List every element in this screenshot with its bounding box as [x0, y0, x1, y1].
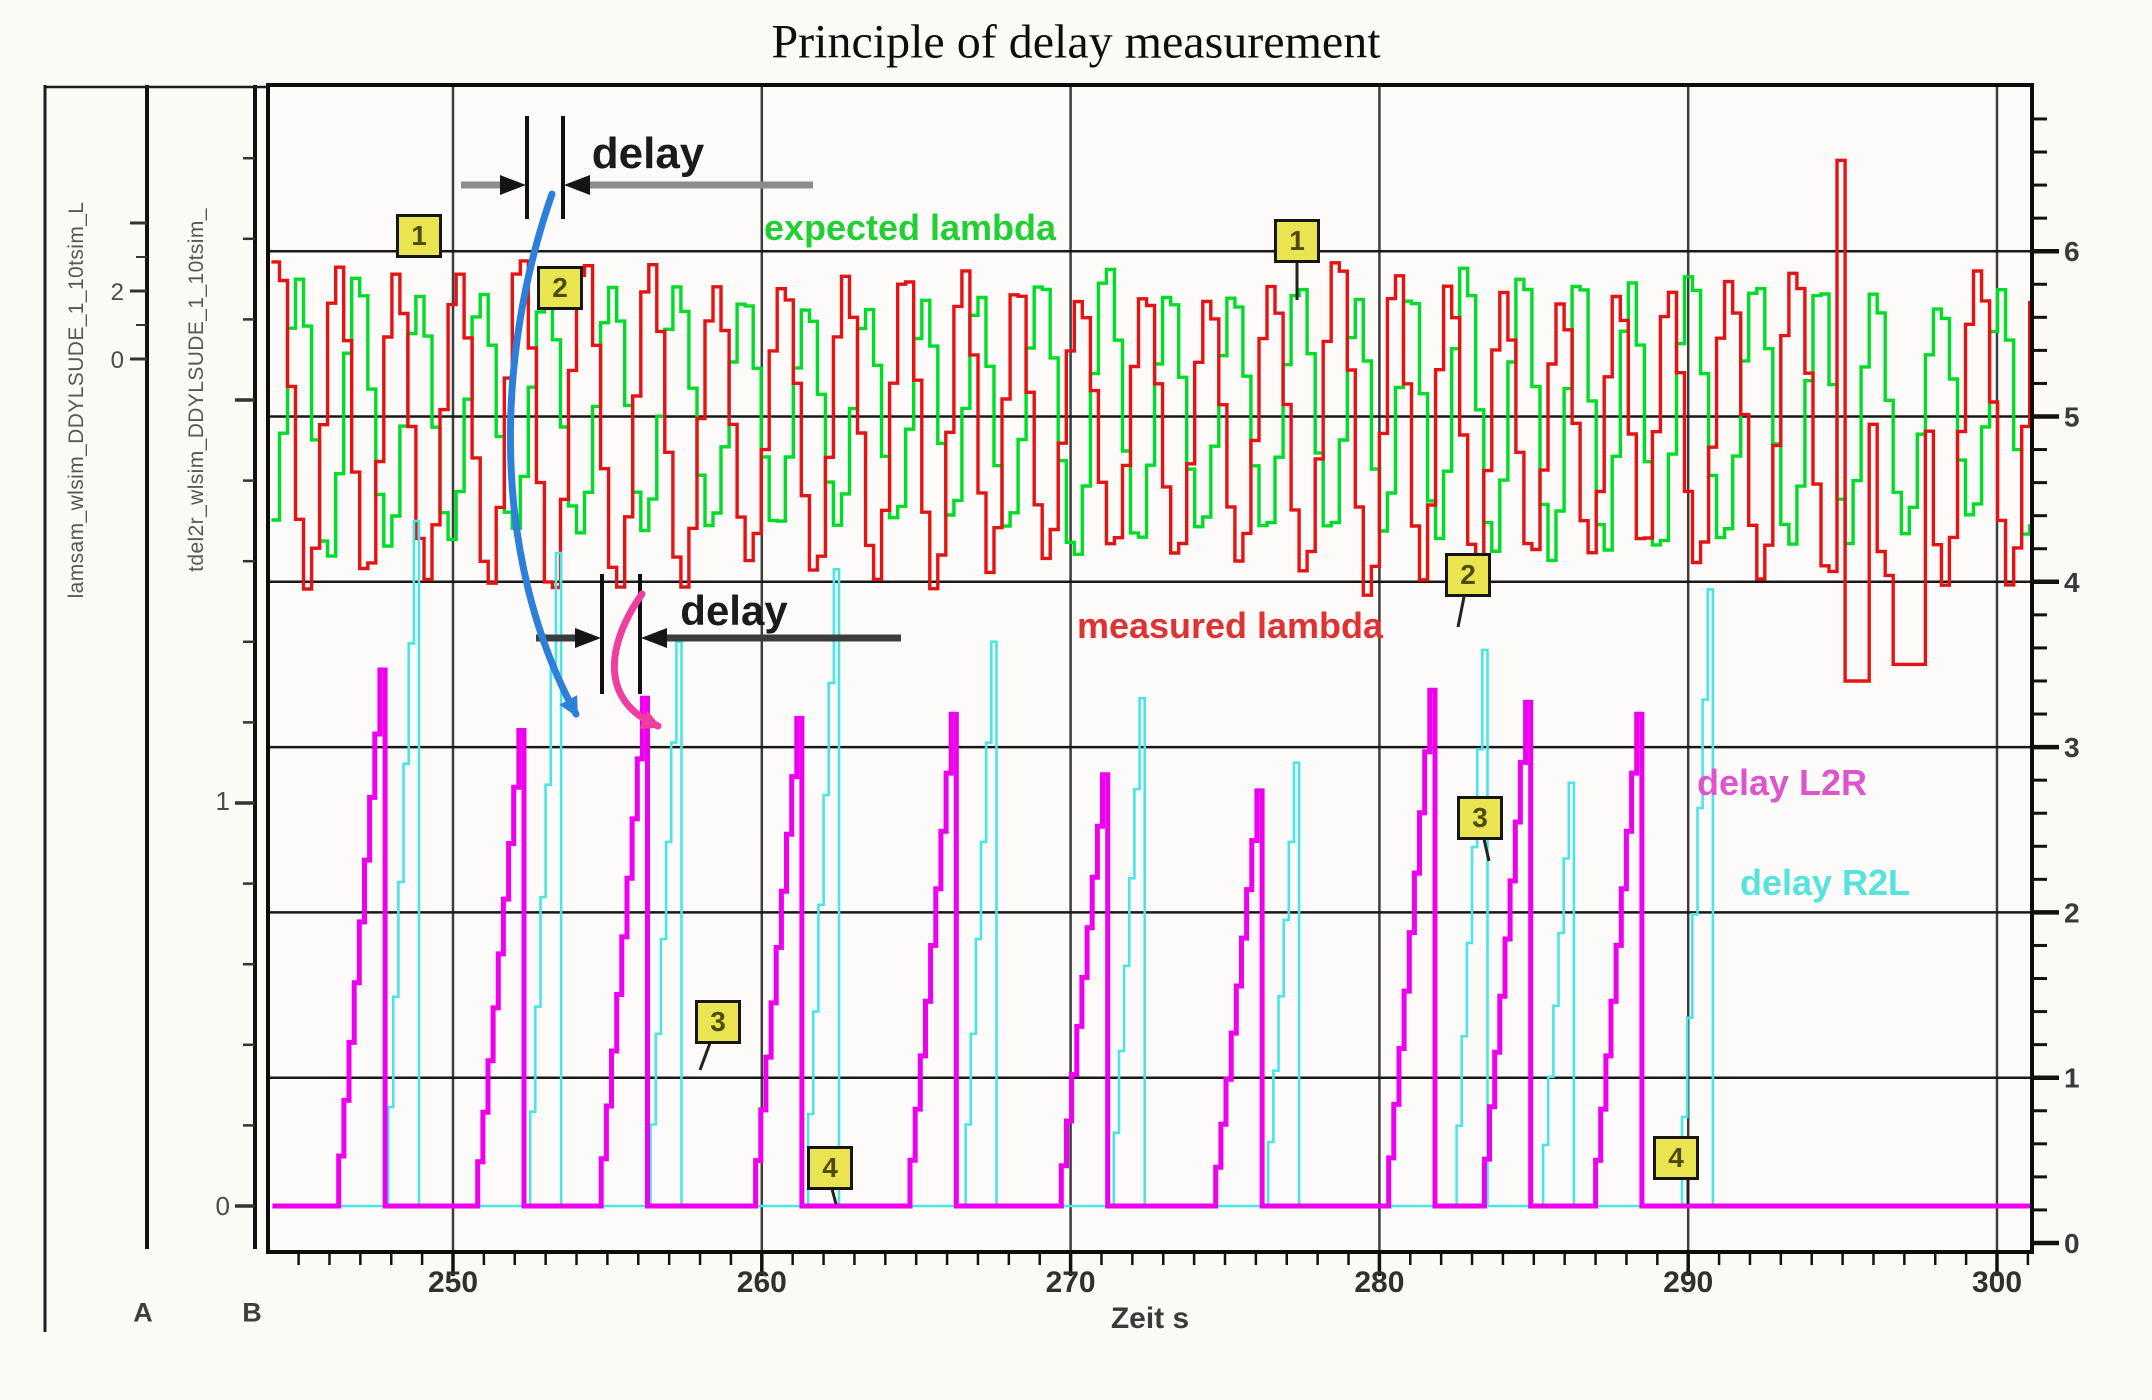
marker-stem-2-3	[1456, 596, 1466, 628]
chart-title: Principle of delay measurement	[771, 15, 1381, 69]
y-right-tick-label-0: 0	[2064, 1228, 2080, 1259]
plot-border	[266, 83, 2034, 1254]
axis-a-tick-label-0: 0	[111, 347, 124, 374]
y-right-tick-label-5: 5	[2064, 402, 2080, 433]
series-delay-l2r	[272, 667, 2031, 1209]
marker-badge-3-6: 3	[1457, 796, 1503, 840]
x-tick-label-270: 270	[1046, 1266, 1096, 1299]
delay-r2l-label: delay R2L	[1739, 862, 1911, 903]
y-right-tick-label-6: 6	[2064, 236, 2080, 267]
y-right-tick-label-1: 1	[2064, 1063, 2080, 1094]
x-tick-label-300: 300	[1972, 1266, 2022, 1299]
axis-b-tick-label-1: 1	[216, 786, 230, 816]
marker-stem-3-6	[1482, 838, 1491, 862]
marker-badge-4-7: 4	[1653, 1136, 1699, 1180]
marker-stem-3-4	[698, 1042, 712, 1071]
x-axis-title: Zeit s	[1110, 1302, 1190, 1335]
x-tick-label-250: 250	[428, 1266, 478, 1299]
delay-annotation-label-top: delay	[591, 129, 705, 178]
delay-arrowhead-right-top	[564, 175, 590, 195]
marker-badge-2-3: 2	[1445, 553, 1491, 597]
expected-lambda-label: expected lambda	[763, 207, 1057, 248]
measured-lambda-label: measured lambda	[1076, 605, 1384, 646]
delay-annotation-label-middle: delay	[680, 587, 788, 634]
axis-b-tick-label-0: 0	[216, 1191, 230, 1221]
marker-badge-3-4: 3	[695, 1000, 741, 1044]
y-right-tick-label-4: 4	[2064, 567, 2080, 598]
x-tick-label-260: 260	[737, 1266, 787, 1299]
axis-a-tick-label-2: 2	[111, 279, 124, 306]
y-right-tick-label-2: 2	[2064, 897, 2080, 928]
axis-a-title: lamsam_wlsim_DDYLSUDE_1_10tsim_L	[65, 201, 88, 599]
y-right-tick-label-3: 3	[2064, 732, 2080, 763]
axis-b-title: tdel2r_wlsim_DDYLSUDE_1_10tsim_	[185, 208, 208, 572]
marker-badge-1-0: 1	[396, 214, 442, 258]
delay-l2r-label: delay L2R	[1696, 762, 1868, 803]
marker-badge-4-5: 4	[807, 1146, 853, 1190]
x-tick-label-280: 280	[1354, 1266, 1404, 1299]
series-measured-lambda	[271, 158, 2032, 683]
axis-b-letter: B	[242, 1297, 262, 1328]
pink-curved-arrow	[610, 590, 662, 730]
x-tick-label-290: 290	[1663, 1266, 1713, 1299]
delay-arrowhead-left-middle	[575, 628, 601, 648]
delay-arrowhead-left-top	[500, 175, 526, 195]
marker-badge-1-2: 1	[1274, 219, 1320, 263]
marker-badge-2-1: 2	[537, 266, 583, 310]
delay-arrowhead-right-middle	[641, 628, 667, 648]
marker-stem-4-5	[830, 1188, 838, 1205]
blue-curved-arrow	[506, 190, 580, 718]
axis-a-letter: A	[133, 1297, 153, 1328]
